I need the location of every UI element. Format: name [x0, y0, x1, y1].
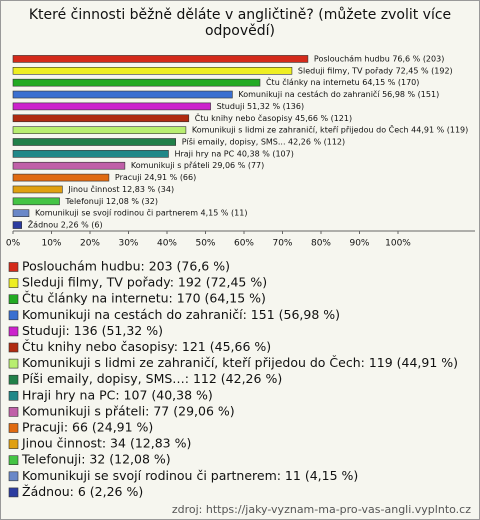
- legend-swatch: [8, 487, 19, 498]
- legend-label: Sleduji filmy, TV pořady: 192 (72,45 %): [22, 275, 267, 290]
- legend-swatch: [8, 310, 19, 321]
- x-tick-label: 10%: [41, 239, 61, 249]
- x-tick-label: 40%: [157, 239, 177, 249]
- legend-swatch: [8, 262, 19, 272]
- value-label: Telefonuji 12,08 % (32): [65, 197, 158, 206]
- value-label: Pracuji 24,91 % (66): [115, 173, 196, 182]
- legend-swatch: [8, 326, 19, 337]
- legend-swatch: [8, 407, 19, 417]
- legend-swatch: [8, 374, 19, 385]
- legend-swatch: [8, 294, 19, 305]
- value-label: Čtu články na internetu 64,15 % (170): [266, 76, 419, 87]
- value-label: Hraji hry na PC 40,38 % (107): [174, 149, 293, 158]
- legend-swatch: [8, 423, 19, 433]
- bar: [12, 67, 293, 75]
- bar: [12, 173, 110, 182]
- legend-label: Studuji: 136 (51,32 %): [22, 323, 163, 338]
- bar: [12, 78, 261, 87]
- legend-swatch: [8, 390, 19, 401]
- legend-label: Komunikuji na cestách do zahraničí: 151 …: [22, 307, 340, 322]
- legend-label: Hraji hry na PC: 107 (40,38 %): [22, 387, 213, 402]
- x-tick-label: 90%: [349, 239, 369, 249]
- legend-label: Komunikuji s přáteli: 77 (29,06 %): [22, 403, 235, 418]
- value-label: Komunikuji se svojí rodinou či partnerem…: [35, 208, 248, 218]
- value-label: Komunikuji na cestách do zahraničí 56,98…: [238, 89, 439, 99]
- x-tick-label: 30%: [118, 239, 138, 249]
- x-tick-label: 70%: [272, 239, 292, 249]
- x-tick-label: 60%: [234, 239, 254, 249]
- x-tick-label: 0%: [6, 239, 21, 249]
- bar: [12, 161, 126, 170]
- bar: [12, 138, 177, 146]
- value-label: Jinou činnost 12,83 % (34): [67, 184, 174, 194]
- value-label: Žádnou 2,26 % (6): [28, 219, 103, 230]
- legend-label: Komunikuji se svojí rodinou či partnerem…: [22, 468, 358, 483]
- bar: [12, 197, 60, 206]
- x-tick-label: 50%: [195, 239, 215, 249]
- bar: [12, 185, 63, 194]
- legend-swatch: [8, 439, 19, 449]
- legend-label: Jinou činnost: 34 (12,83 %): [21, 436, 191, 451]
- bar: [12, 126, 187, 134]
- legend-swatch: [8, 342, 19, 353]
- legend-label: Pracuji: 66 (24,91 %): [22, 420, 153, 435]
- bar: [12, 114, 190, 123]
- legend-label: Žádnou: 6 (2,26 %): [22, 484, 143, 499]
- bar: [12, 150, 169, 158]
- legend-label: Čtu knihy nebo časopisy: 121 (45,66 %): [22, 339, 271, 354]
- x-tick-label: 80%: [311, 239, 331, 249]
- value-label: Sleduji filmy, TV pořady 72,45 % (192): [298, 66, 453, 75]
- legend-label: Poslouchám hudbu: 203 (76,6 %): [22, 259, 230, 274]
- legend-label: Píši emaily, dopisy, SMS…: 112 (42,26 %): [22, 371, 282, 386]
- legend-swatch: [8, 455, 19, 466]
- legend-swatch: [8, 471, 19, 482]
- value-label: Komunikuji s přáteli 29,06 % (77): [131, 161, 264, 170]
- value-label: Poslouchám hudbu 76,6 % (203): [314, 54, 444, 63]
- bar: [12, 209, 30, 217]
- value-label: Komunikuji s lidmi ze zahraničí, kteří p…: [192, 124, 468, 135]
- value-label: Píši emaily, dopisy, SMS... 42,26 % (112…: [182, 137, 345, 147]
- legend-swatch: [8, 278, 19, 288]
- value-label: Studuji 51,32 % (136): [217, 102, 305, 111]
- legend-label: Komunikuji s lidmi ze zahraničí, kteří p…: [22, 355, 458, 370]
- legend-swatch: [8, 358, 19, 369]
- legend-label: Čtu články na internetu: 170 (64,15 %): [22, 291, 266, 306]
- source: zdroj: https://jaky-vyznam-ma-pro-vas-an…: [172, 503, 471, 516]
- bar: [12, 102, 211, 111]
- x-tick-label: 100%: [385, 239, 411, 249]
- bar: [12, 55, 309, 63]
- legend-label: Telefonuji: 32 (12,08 %): [21, 452, 171, 467]
- chart-title: Které činnosti běžně děláte v angličtině…: [28, 7, 452, 39]
- bar: [12, 221, 23, 229]
- x-tick-label: 20%: [80, 239, 100, 249]
- value-label: Čtu knihy nebo časopisy 45,66 % (121): [195, 112, 352, 123]
- bar: [12, 90, 233, 99]
